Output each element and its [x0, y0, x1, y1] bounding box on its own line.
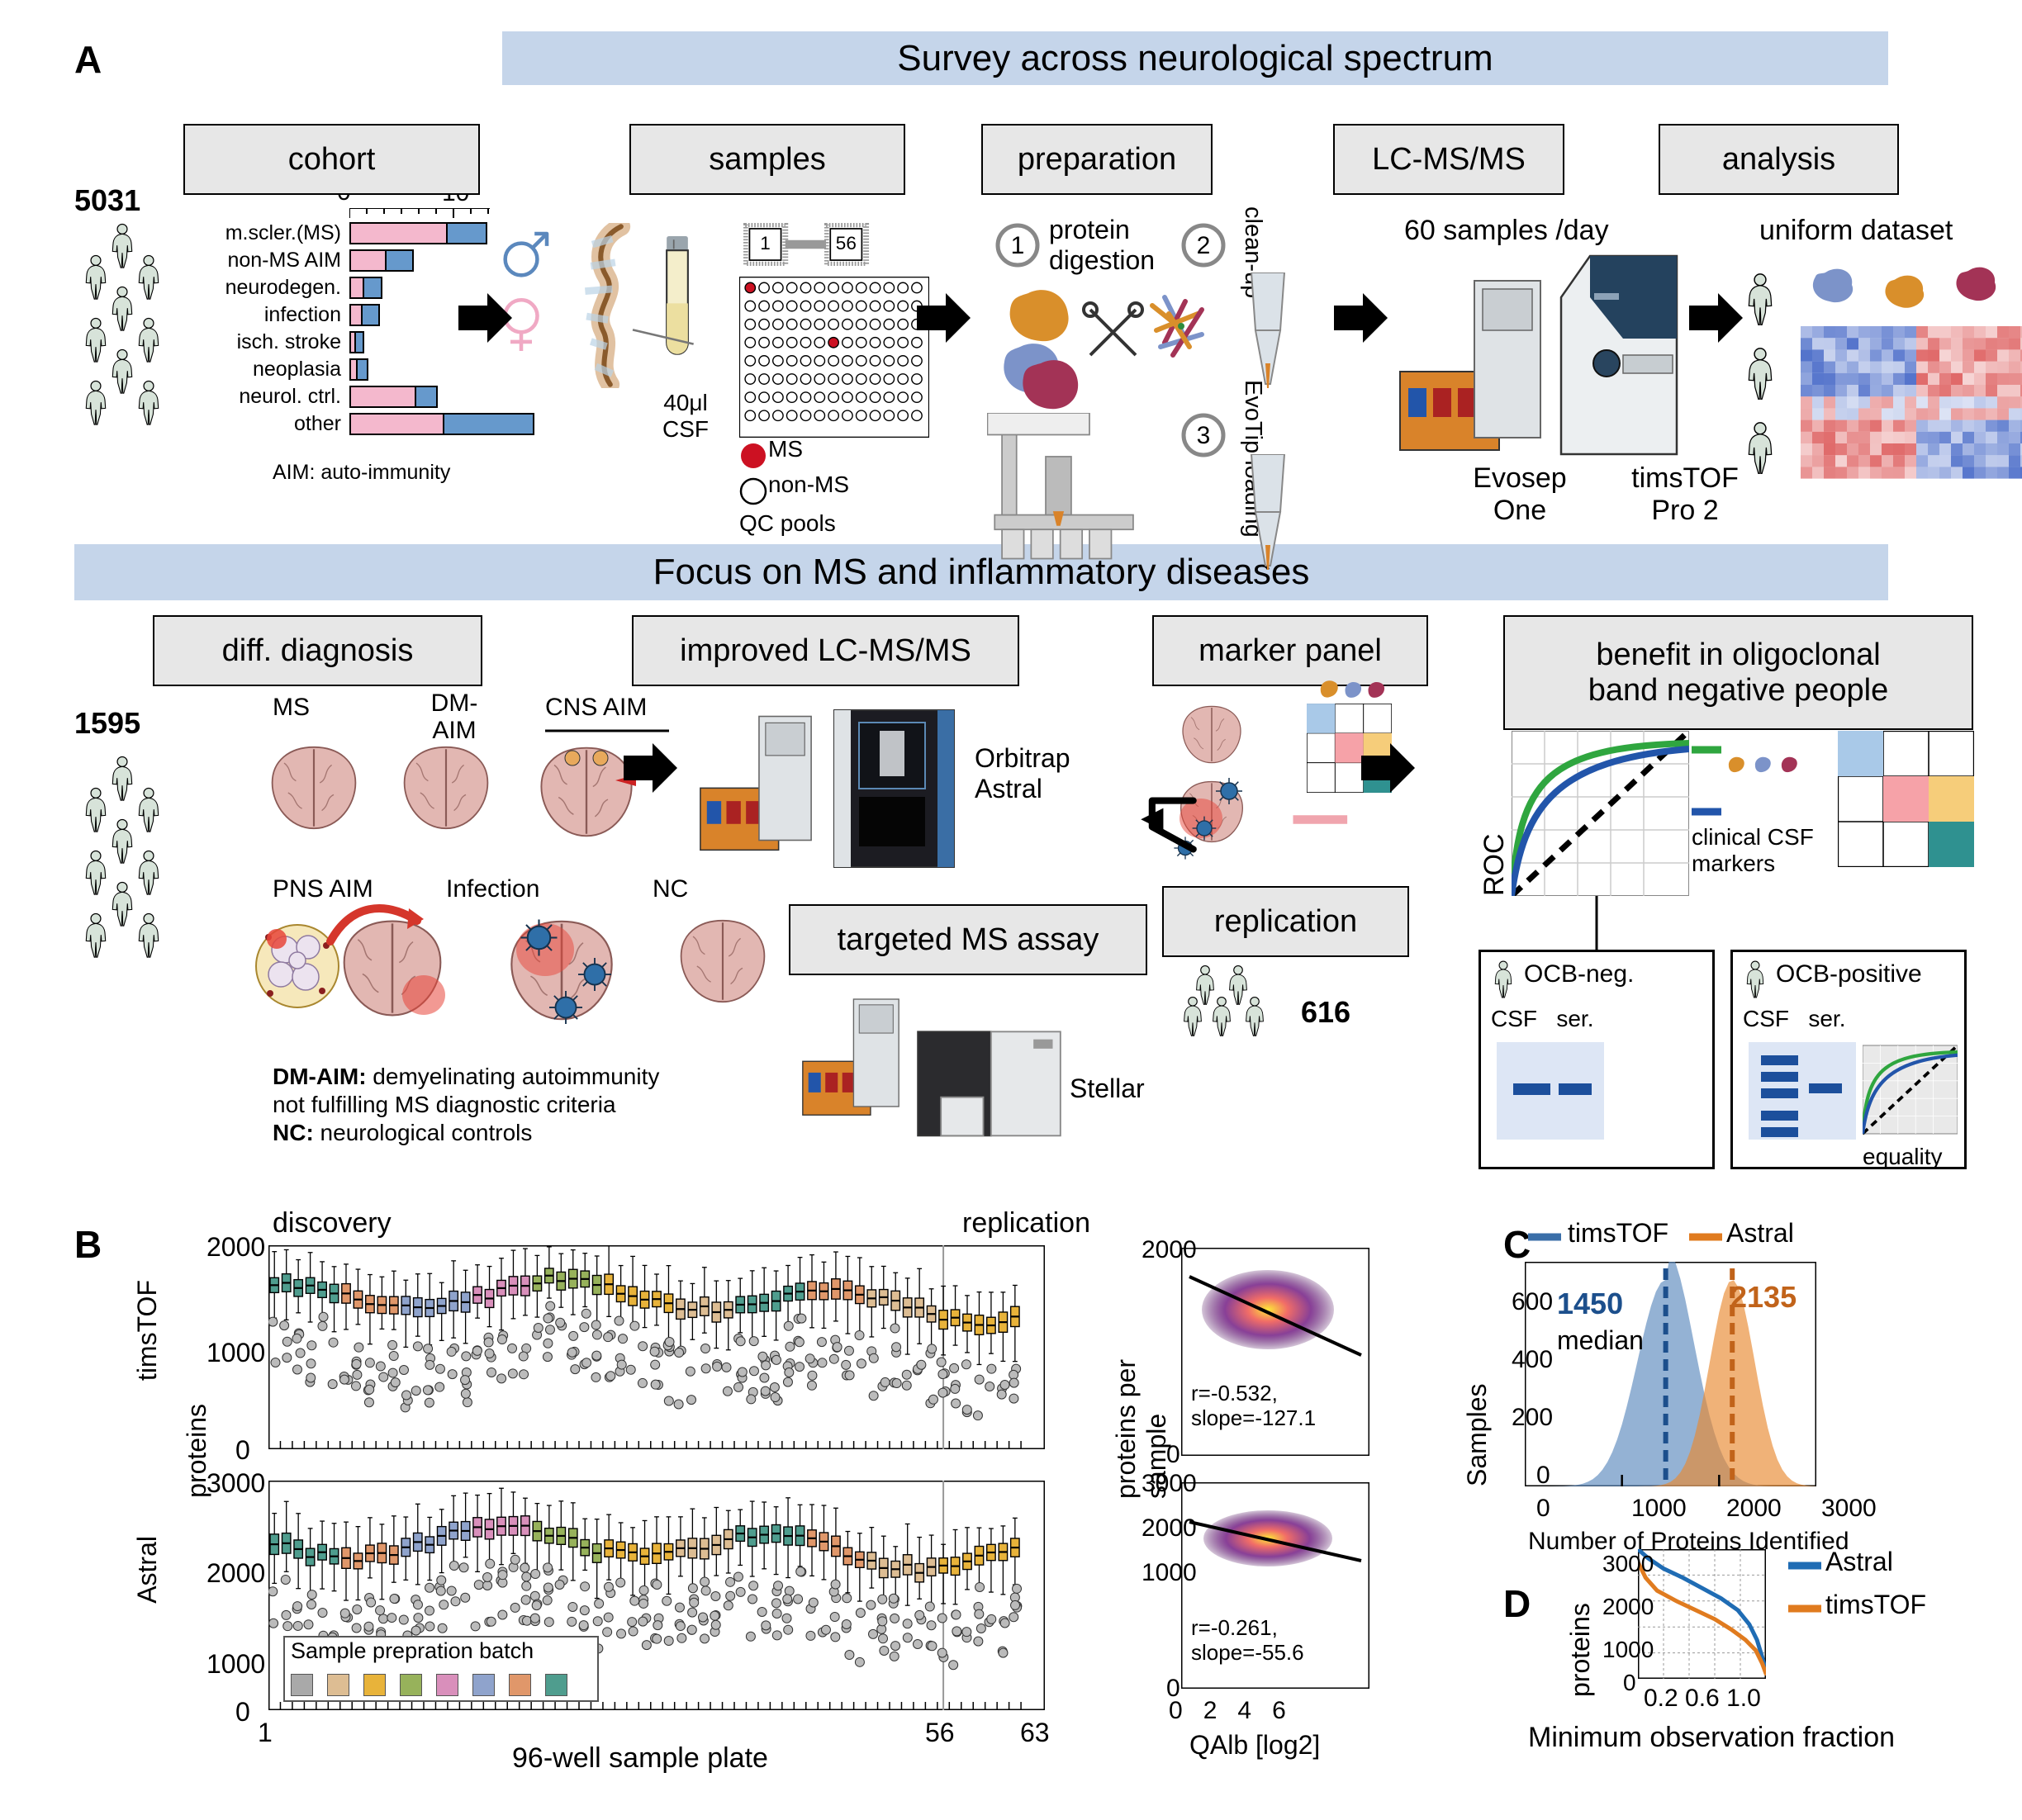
svg-text:r=-0.532,: r=-0.532,	[1191, 1381, 1278, 1405]
svg-text:slope=-55.6: slope=-55.6	[1191, 1640, 1304, 1665]
svg-text:2: 2	[1197, 232, 1211, 259]
svg-text:56: 56	[836, 233, 857, 254]
svg-text:slope=-127.1: slope=-127.1	[1191, 1405, 1316, 1430]
svg-text:1: 1	[760, 233, 771, 254]
svg-text:r=-0.261,: r=-0.261,	[1191, 1615, 1278, 1640]
svg-text:1: 1	[1011, 232, 1025, 259]
svg-text:3: 3	[1197, 422, 1211, 449]
